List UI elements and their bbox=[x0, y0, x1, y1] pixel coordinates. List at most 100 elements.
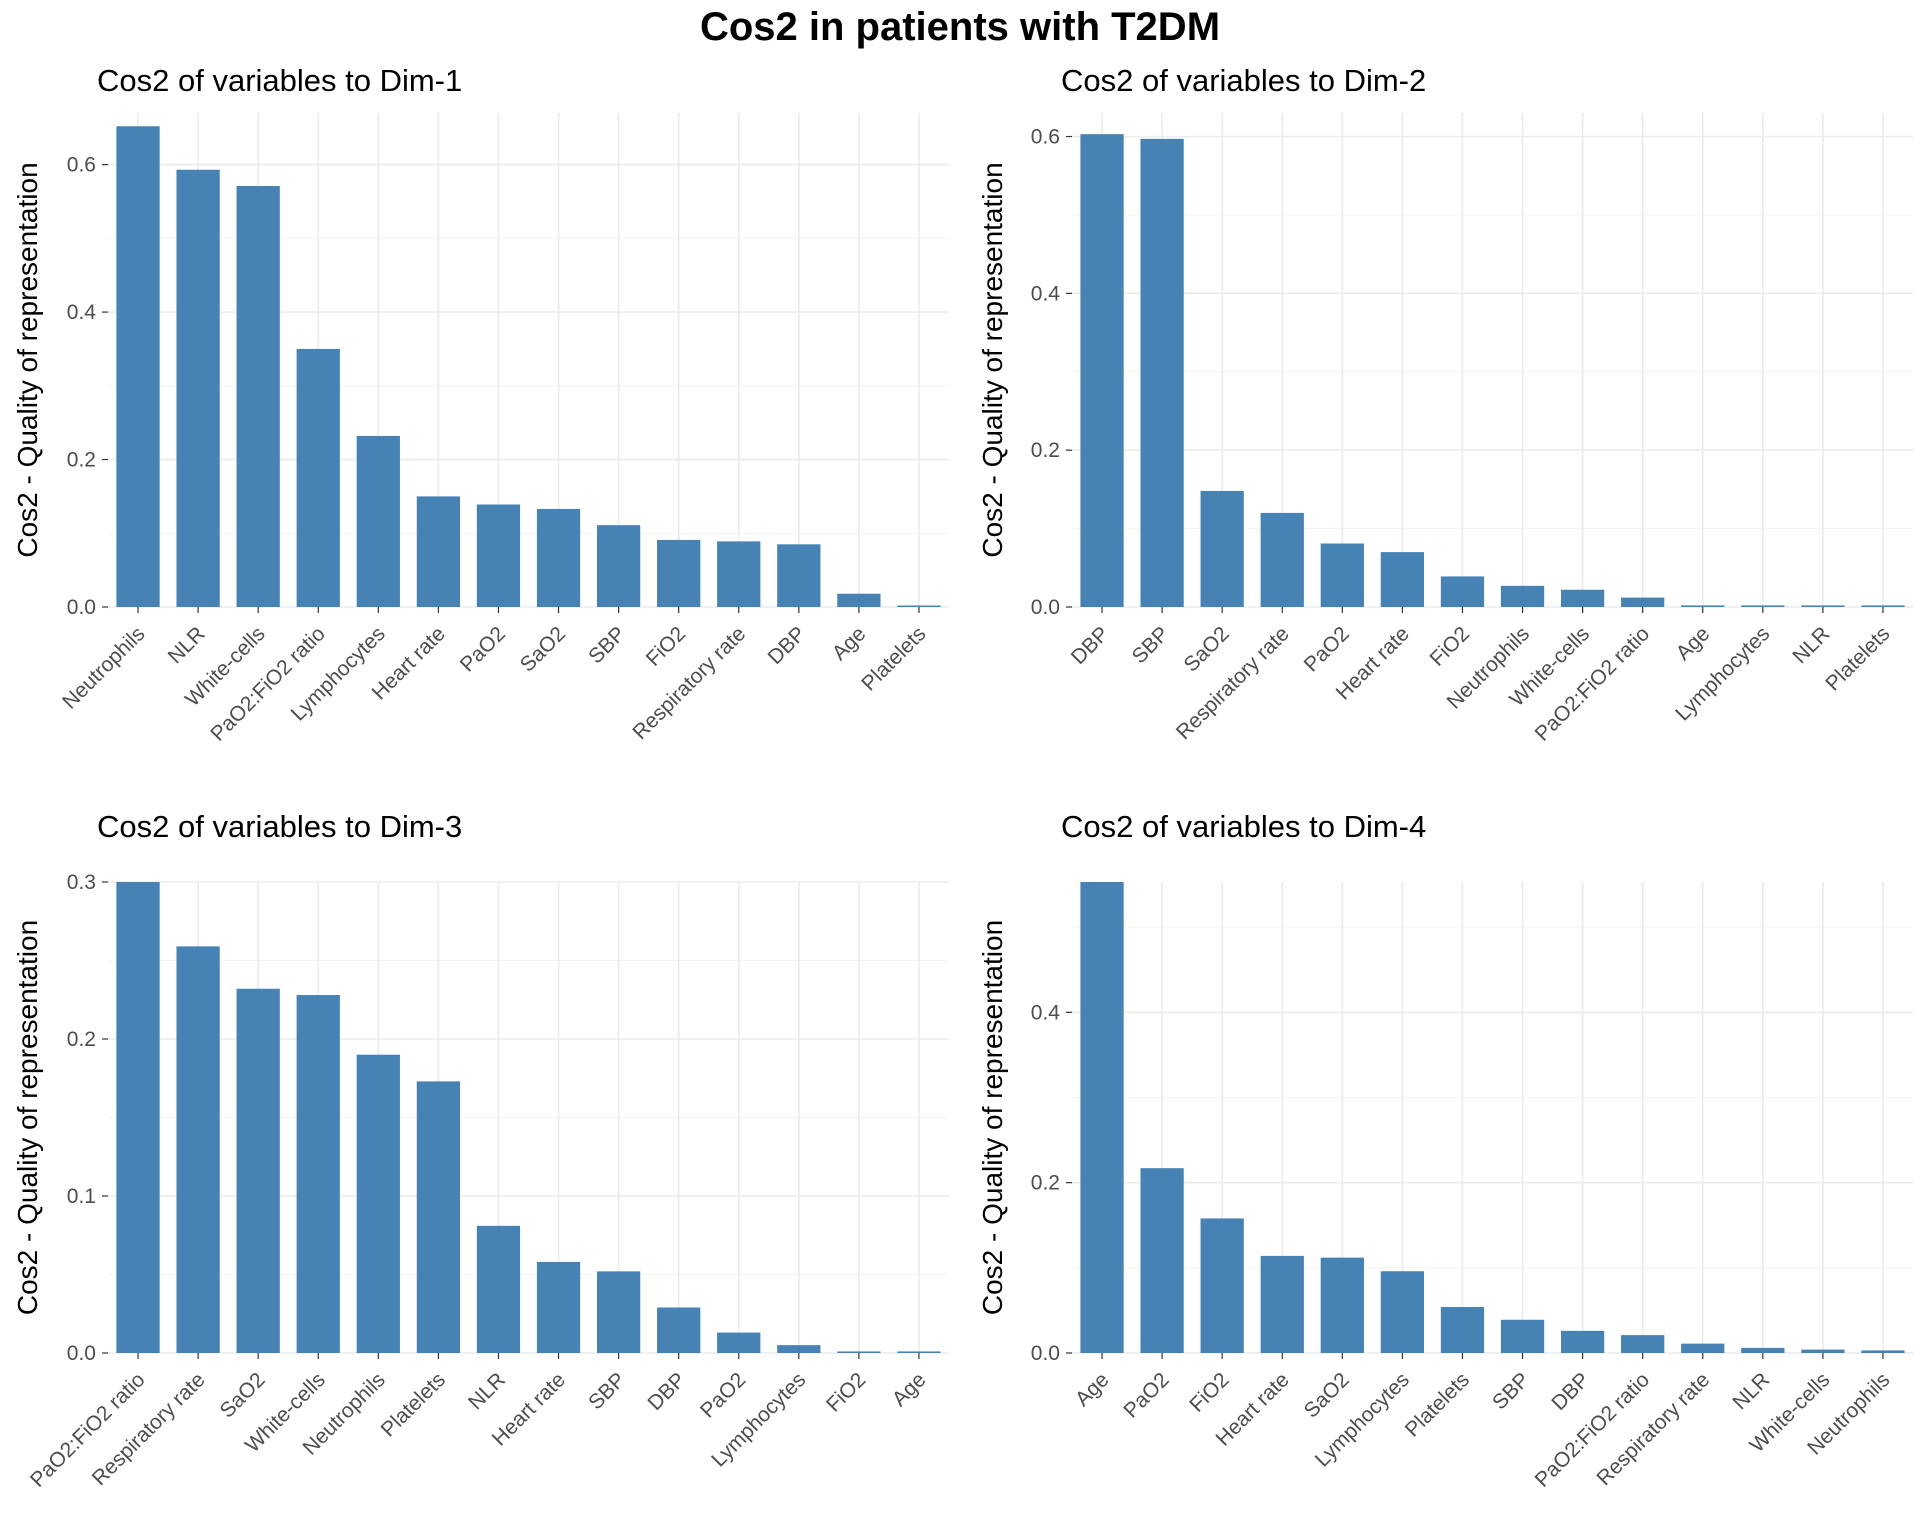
chart-panels: Cos2 of variables to Dim-10.00.20.40.6Co… bbox=[12, 63, 1913, 1492]
chart-panel-1: Cos2 of variables to Dim-1 0.0 0.2 0.4 0.6 Co… bbox=[12, 63, 949, 746]
bar-fio2 bbox=[657, 539, 701, 607]
grid bbox=[1072, 113, 1913, 608]
bar-neutrophils bbox=[356, 1054, 400, 1353]
bar-dbp bbox=[1560, 1330, 1605, 1353]
y-tick-label: 0.2 bbox=[67, 1028, 96, 1051]
y-axis-label: Cos2 - Quality of representation bbox=[12, 920, 43, 1315]
y-tick-label: 0.2 bbox=[67, 449, 96, 472]
bar-sao2 bbox=[236, 988, 280, 1353]
bar-lymphocytes bbox=[1380, 1271, 1425, 1353]
y-tick-label: 0.6 bbox=[67, 154, 96, 177]
x-tick-label-sao2: SaO2 bbox=[1179, 622, 1233, 676]
bar-respiratory-rate bbox=[1681, 1343, 1725, 1353]
bars bbox=[116, 126, 941, 608]
bar-white-cells bbox=[1801, 1349, 1845, 1353]
y-tick-label: 0.3 bbox=[67, 871, 96, 894]
y-tick-label: 0.2 bbox=[1031, 1172, 1060, 1195]
bar-sbp bbox=[596, 525, 641, 607]
y-tick-label: 0.6 bbox=[1031, 126, 1060, 149]
x-tick-label-nlr: NLR bbox=[464, 1368, 510, 1414]
x-tick-label-pao2: PaO2 bbox=[456, 622, 510, 676]
chart-panel-2: Cos2 of variables to Dim-2 0.0 0.2 0.4 0.6 Co… bbox=[977, 63, 1913, 746]
x-tick-label-sbp: SBP bbox=[584, 622, 630, 668]
x-tick-label-nlr: NLR bbox=[1788, 622, 1834, 668]
bar-dbp bbox=[657, 1307, 701, 1353]
x-tick-label-age: Age bbox=[1672, 622, 1715, 665]
x-tick-label-sbp: SBP bbox=[1488, 1368, 1534, 1414]
bar-platelets bbox=[416, 1081, 461, 1353]
bar-platelets bbox=[1440, 1307, 1485, 1353]
y-tick-label: 0.4 bbox=[1031, 1001, 1061, 1024]
bar-respiratory-rate bbox=[1260, 512, 1304, 607]
bar-sao2 bbox=[1320, 1257, 1364, 1353]
panel-title: Cos2 of variables to Dim-3 bbox=[97, 809, 462, 844]
x-tick-label-dbp: DBP bbox=[1547, 1368, 1594, 1415]
x-tick-label-respiratory-rate: Respiratory rate bbox=[88, 1368, 210, 1490]
x-tick-label-dbp: DBP bbox=[764, 622, 811, 669]
grid bbox=[108, 881, 949, 1354]
y-axis: 0.0 0.2 0.4 bbox=[1031, 1001, 1072, 1365]
bar-dbp bbox=[777, 544, 821, 607]
bar-neutrophils bbox=[116, 126, 160, 608]
bar-neutrophils bbox=[1500, 585, 1545, 607]
y-tick-label: 0.2 bbox=[1031, 439, 1060, 462]
x-tick-label-platelets: Platelets bbox=[857, 622, 930, 695]
bar-platelets bbox=[1861, 605, 1905, 607]
panel-title: Cos2 of variables to Dim-2 bbox=[1061, 63, 1426, 98]
bar-pao2-fio2-ratio bbox=[1621, 1335, 1665, 1353]
bar-white-cells bbox=[296, 995, 340, 1353]
x-tick-label-pao2: PaO2 bbox=[1119, 1368, 1173, 1422]
bar-lymphocytes bbox=[777, 1345, 821, 1353]
chart-panel-3: Cos2 of variables to Dim-3 0.0 0.1 0.2 0.3 Co… bbox=[12, 809, 949, 1492]
bar-heart-rate bbox=[1260, 1255, 1304, 1353]
x-tick-label-platelets: Platelets bbox=[1401, 1368, 1474, 1441]
y-axis-label: Cos2 - Quality of representation bbox=[977, 920, 1008, 1315]
bar-fio2 bbox=[837, 1351, 881, 1353]
bar-sbp bbox=[1500, 1319, 1545, 1353]
bar-pao2-fio2-ratio bbox=[116, 882, 160, 1353]
x-tick-label-respiratory-rate: Respiratory rate bbox=[1172, 622, 1294, 744]
bar-white-cells bbox=[236, 185, 280, 608]
y-axis: 0.0 0.2 0.4 0.6 bbox=[1031, 126, 1072, 619]
bar-sbp bbox=[596, 1271, 641, 1353]
x-tick-label-respiratory-rate: Respiratory rate bbox=[628, 622, 750, 744]
x-tick-label-age: Age bbox=[828, 622, 871, 665]
bar-sao2 bbox=[536, 508, 581, 607]
y-tick-label: 0.4 bbox=[1031, 282, 1061, 305]
x-tick-label-sao2: SaO2 bbox=[516, 622, 570, 676]
bar-age bbox=[1681, 605, 1725, 607]
bar-nlr bbox=[176, 169, 220, 607]
x-tick-label-sao2: SaO2 bbox=[1300, 1368, 1354, 1422]
bar-age bbox=[1080, 882, 1124, 1353]
bar-nlr bbox=[1801, 605, 1845, 607]
y-axis-label: Cos2 - Quality of representation bbox=[977, 162, 1008, 557]
x-tick-label-nlr: NLR bbox=[1728, 1368, 1774, 1414]
bar-fio2 bbox=[1440, 576, 1485, 607]
x-tick-label-pao2: PaO2 bbox=[696, 1368, 750, 1422]
y-tick-label: 0.0 bbox=[67, 596, 96, 619]
y-tick-label: 0.0 bbox=[1031, 1342, 1060, 1365]
x-tick-label-fio2: FiO2 bbox=[642, 622, 690, 670]
y-axis: 0.0 0.1 0.2 0.3 bbox=[67, 871, 108, 1365]
bars bbox=[1080, 882, 1905, 1353]
x-tick-label-age: Age bbox=[888, 1368, 931, 1411]
x-tick-label-age: Age bbox=[1071, 1368, 1114, 1411]
bar-sao2 bbox=[1200, 490, 1244, 607]
bars bbox=[116, 882, 941, 1353]
bar-respiratory-rate bbox=[176, 946, 220, 1353]
bar-age bbox=[837, 593, 881, 607]
y-tick-label: 0.4 bbox=[67, 301, 97, 324]
x-tick-label-fio2: FiO2 bbox=[1185, 1368, 1233, 1416]
x-tick-label-dbp: DBP bbox=[643, 1368, 690, 1415]
x-tick-label-sao2: SaO2 bbox=[215, 1368, 269, 1422]
x-tick-label-nlr: NLR bbox=[164, 622, 210, 668]
bar-respiratory-rate bbox=[717, 541, 761, 607]
bar-nlr bbox=[476, 1225, 521, 1353]
grid bbox=[108, 113, 949, 608]
bars bbox=[1080, 134, 1905, 607]
bar-pao2 bbox=[476, 504, 521, 607]
